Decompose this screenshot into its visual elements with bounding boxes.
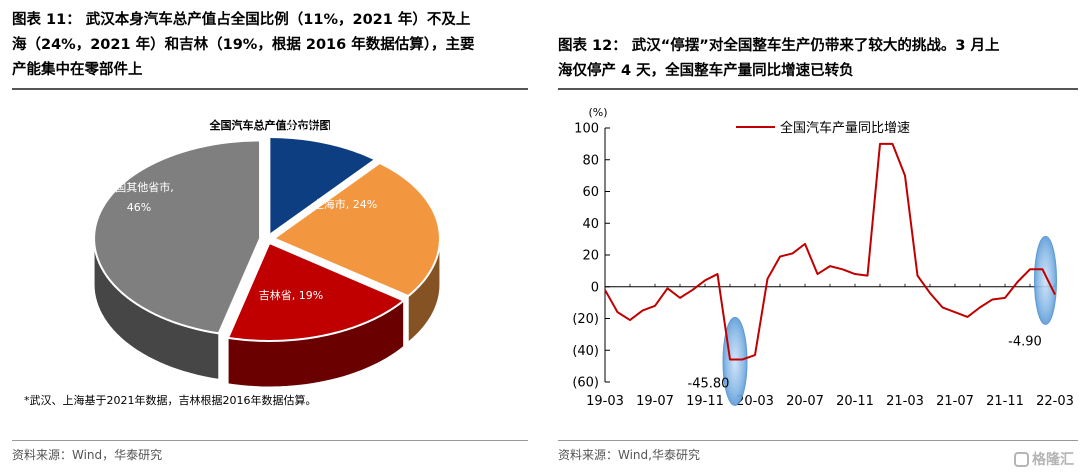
x-axis: 19-03 19-07 19-11 20-03 20-07 20-11 21-03 21-07…	[586, 283, 1074, 409]
x-tick-label-3: 20-03	[736, 394, 774, 409]
left-title-line-1: 图表 11： 武汉本身汽车总产值占全国比例（11%，2021 年）不及上	[12, 12, 471, 28]
pie-slice-0	[268, 136, 378, 237]
pie-slice-2	[226, 241, 406, 342]
y-tick-label-5: 0	[591, 280, 599, 295]
annotation-0: -45.80	[688, 376, 730, 391]
series-lines	[604, 142, 1056, 361]
pie-label-1: 上海市, 24%	[313, 197, 377, 211]
x-tick-label-1: 19-07	[636, 394, 674, 409]
x-tick-label-0: 19-03	[586, 394, 624, 409]
pie-label-3: 全国其他省市,	[104, 180, 174, 194]
legend: 全国汽车产量同比增速	[736, 120, 910, 136]
pie-value-label-3: 46%	[127, 201, 151, 214]
pie-chart: 全国汽车总产值分布饼图 武汉市, 11% 上海市, 24% 吉林省, 19% 全国其他…	[24, 118, 441, 407]
highlight-oval-2022	[1034, 235, 1057, 325]
y-axis: 100 80 60 40 20 0 (20) (40) (60) (%)	[572, 106, 610, 391]
pie-slice-1	[271, 161, 441, 298]
pie-slice-3	[93, 139, 262, 335]
x-tick-label-5: 20-11	[836, 394, 874, 409]
left-source-rule	[12, 440, 528, 441]
x-tick-label-8: 21-11	[986, 394, 1024, 409]
left-figure-panel: 图表 11： 武汉本身汽车总产值占全国比例（11%，2021 年）不及上 海（2…	[0, 0, 530, 474]
y-tick-label-4: 20	[582, 249, 599, 264]
x-tick-label-6: 21-03	[886, 394, 924, 409]
left-title-line-2: 海（24%，2021 年）和吉林（19%，根据 2016 年数据估算），主要	[12, 37, 475, 53]
pie-chart-title: 全国汽车总产值分布饼图	[209, 118, 331, 132]
y-tick-label-7: (40)	[572, 344, 599, 359]
highlight-ovals	[722, 235, 1057, 406]
right-source-rule	[558, 440, 1078, 441]
annotations: -45.80 -4.90	[688, 335, 1042, 392]
x-tick-label-2: 19-11	[686, 394, 724, 409]
series-line-0	[604, 142, 1056, 361]
y-tick-label-2: 60	[582, 185, 599, 200]
y-tick-label-0: 100	[574, 122, 599, 137]
y-tick-label-1: 80	[582, 153, 599, 168]
right-title-rule	[558, 88, 1078, 90]
pie-slices	[93, 136, 441, 388]
left-title-rule	[12, 88, 528, 90]
y-unit-label: (%)	[588, 106, 607, 119]
legend-label: 全国汽车产量同比增速	[780, 120, 910, 136]
watermark-icon	[1014, 451, 1029, 467]
y-tick-label-3: 40	[582, 217, 599, 232]
watermark-logo: 格隆汇	[1014, 449, 1074, 469]
pie-footnote: *武汉、上海基于2021年数据，吉林根据2016年数据估算。	[24, 393, 317, 407]
right-figure-title: 图表 12： 武汉“停摆”对全国整车生产仍带来了较大的挑战。3 月上 海仅停产 …	[558, 34, 1076, 84]
x-tick-label-7: 21-07	[936, 394, 974, 409]
x-tick-label-4: 20-07	[786, 394, 824, 409]
right-figure-panel: 图表 12： 武汉“停摆”对全国整车生产仍带来了较大的挑战。3 月上 海仅停产 …	[556, 0, 1080, 474]
right-title-line-1: 图表 12： 武汉“停摆”对全国整车生产仍带来了较大的挑战。3 月上	[558, 38, 1000, 54]
pie-label-0: 武汉市, 11%	[285, 120, 349, 134]
pie-labels: 武汉市, 11% 上海市, 24% 吉林省, 19% 全国其他省市, 46%	[104, 120, 377, 302]
watermark-text: 格隆汇	[1032, 452, 1074, 468]
right-source: 资料来源：Wind,华泰研究	[558, 448, 700, 462]
highlight-oval-2020	[722, 316, 748, 406]
annotation-1: -4.90	[1008, 335, 1042, 350]
right-title-line-2: 海仅停产 4 天，全国整车产量同比增速已转负	[558, 63, 854, 79]
left-source: 资料来源：Wind，华泰研究	[12, 448, 163, 462]
pie-label-2: 吉林省, 19%	[259, 288, 323, 302]
x-tick-label-9: 22-03	[1036, 394, 1074, 409]
y-tick-label-6: (20)	[572, 312, 599, 327]
left-title-line-3: 产能集中在零部件上	[12, 62, 143, 78]
left-figure-title: 图表 11： 武汉本身汽车总产值占全国比例（11%，2021 年）不及上 海（2…	[12, 8, 522, 83]
y-tick-label-8: (60)	[572, 376, 599, 391]
